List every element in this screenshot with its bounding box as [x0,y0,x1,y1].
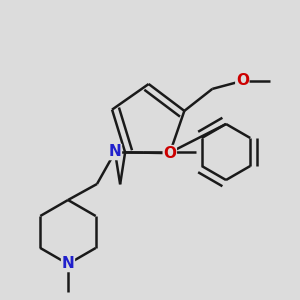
Text: N: N [61,256,74,272]
Text: N: N [109,145,122,160]
Text: O: O [236,74,249,88]
Text: O: O [163,146,176,160]
